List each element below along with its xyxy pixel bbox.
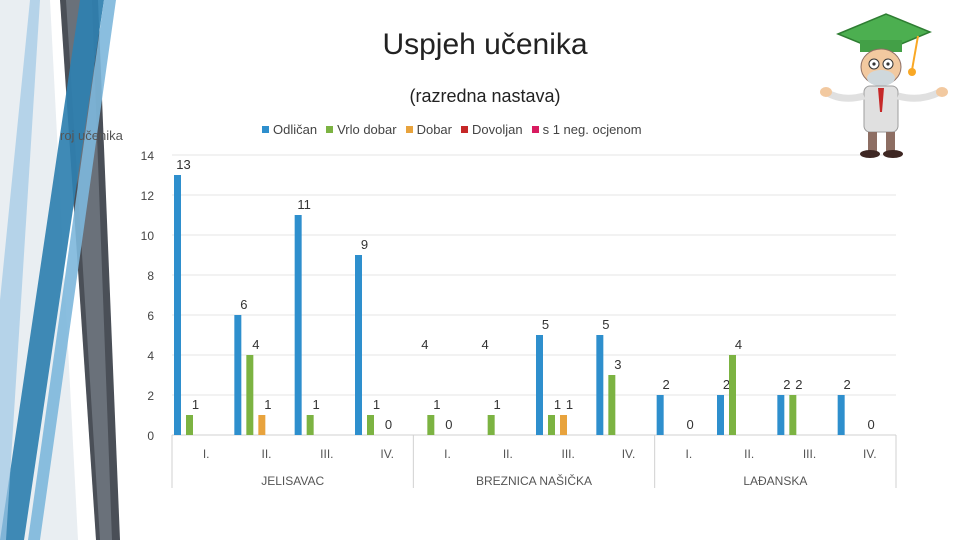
y-tick-label: 12 — [141, 189, 155, 203]
x-tick-label: III. — [320, 447, 333, 461]
bar — [427, 415, 435, 435]
data-label: 1 — [264, 397, 271, 412]
legend-swatch-dovoljan — [461, 126, 468, 133]
legend-item-neg-ocjena: s 1 neg. ocjenom — [531, 122, 642, 137]
bar — [186, 415, 193, 435]
x-tick-label: I. — [444, 447, 451, 461]
legend-swatch-dobar — [405, 126, 413, 133]
data-label: 1 — [373, 397, 380, 412]
x-tick-label: III. — [561, 447, 574, 461]
bar — [174, 175, 181, 435]
data-label: 13 — [176, 157, 190, 172]
legend-label-vrlo-dobar: Vrlo dobar — [337, 122, 397, 137]
legend-item-dobar: Dobar — [405, 122, 452, 137]
bar — [367, 415, 374, 435]
bar — [306, 415, 314, 435]
bar — [246, 355, 254, 435]
data-label: 0 — [445, 417, 452, 432]
legend-swatch-neg-ocjena — [531, 126, 539, 133]
bar — [656, 395, 664, 435]
bar — [777, 395, 785, 435]
data-label: 4 — [252, 337, 259, 352]
chart-legend: Odličan Vrlo dobar Dobar Dovoljan s 1 ne… — [262, 122, 642, 137]
data-label: 2 — [844, 377, 851, 392]
bar — [294, 215, 302, 435]
x-tick-label: I. — [685, 447, 692, 461]
legend-item-dovoljan: Dovoljan — [461, 122, 523, 137]
x-tick-label: II. — [503, 447, 513, 461]
legend-item-vrlo-dobar: Vrlo dobar — [326, 122, 397, 137]
bar — [596, 335, 604, 435]
data-label: 5 — [542, 317, 549, 332]
x-tick-label: II. — [744, 447, 754, 461]
y-tick-label: 14 — [141, 149, 155, 163]
y-tick-label: 8 — [147, 269, 154, 283]
data-label: 0 — [687, 417, 694, 432]
x-tick-label: IV. — [622, 447, 636, 461]
y-tick-label: 4 — [147, 349, 154, 363]
legend-swatch-odlican — [262, 126, 269, 133]
y-tick-label: 2 — [147, 389, 154, 403]
data-label: 2 — [663, 377, 670, 392]
y-axis-label: roj učenika — [60, 128, 123, 143]
x-group-label: JELISAVAC — [261, 474, 324, 488]
data-label: 0 — [385, 417, 392, 432]
data-label: 11 — [297, 197, 311, 212]
graduate-mascot-illustration — [820, 13, 948, 158]
legend-label-odlican: Odličan — [273, 122, 318, 137]
legend-label-dobar: Dobar — [416, 122, 452, 137]
bar — [837, 395, 845, 435]
data-label: 1 — [433, 397, 440, 412]
data-label: 1 — [554, 397, 561, 412]
bar — [789, 395, 797, 435]
data-label: 5 — [602, 317, 609, 332]
bar — [729, 355, 736, 435]
x-tick-label: III. — [803, 447, 816, 461]
decorative-stripes — [0, 0, 120, 540]
chart-subtitle: (razredna nastava) — [409, 86, 561, 106]
data-label: 1 — [566, 397, 573, 412]
bar — [548, 415, 555, 435]
bar — [717, 395, 724, 435]
bar — [258, 415, 266, 435]
bar — [487, 415, 495, 435]
data-label: 1 — [494, 397, 501, 412]
legend-item-odlican: Odličan — [262, 122, 317, 137]
x-tick-label: IV. — [863, 447, 877, 461]
legend-label-dovoljan: Dovoljan — [472, 122, 523, 137]
legend-swatch-vrlo-dobar — [326, 126, 334, 133]
data-label: 4 — [482, 337, 489, 352]
data-label: 0 — [868, 417, 875, 432]
y-tick-label: 0 — [147, 429, 154, 443]
y-tick-label: 6 — [147, 309, 154, 323]
bar — [355, 255, 362, 435]
data-label: 4 — [421, 337, 428, 352]
data-label: 1 — [313, 397, 320, 412]
bar — [608, 375, 616, 435]
data-label: 6 — [240, 297, 247, 312]
chart-title: Uspjeh učenika — [382, 28, 588, 61]
data-label: 3 — [614, 357, 621, 372]
x-group-label: BREZNICA NAŠIČKA — [476, 473, 592, 488]
x-group-label: LAĐANSKA — [743, 474, 807, 488]
data-label: 4 — [735, 337, 742, 352]
x-tick-label: IV. — [380, 447, 394, 461]
bar — [536, 335, 543, 435]
x-tick-label: II. — [261, 447, 271, 461]
data-label: 2 — [723, 377, 730, 392]
data-label: 2 — [783, 377, 790, 392]
x-tick-label: I. — [203, 447, 210, 461]
data-label: 2 — [795, 377, 802, 392]
data-label: 1 — [192, 397, 199, 412]
data-label: 9 — [361, 237, 368, 252]
bar — [560, 415, 567, 435]
y-tick-label: 10 — [141, 229, 155, 243]
bar — [234, 315, 242, 435]
legend-label-neg-ocjena: s 1 neg. ocjenom — [542, 122, 642, 137]
